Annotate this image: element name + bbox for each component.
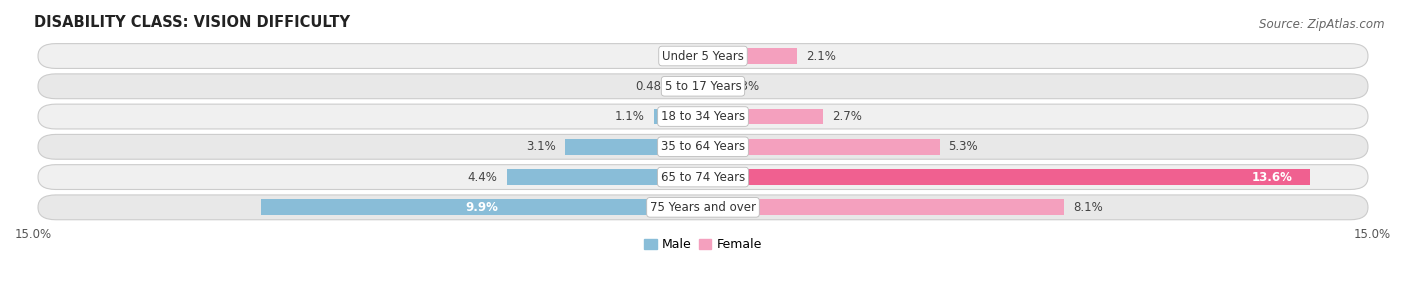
Bar	[703, 199, 1064, 215]
FancyBboxPatch shape	[38, 195, 1368, 220]
Text: DISABILITY CLASS: VISION DIFFICULTY: DISABILITY CLASS: VISION DIFFICULTY	[34, 15, 350, 30]
Text: 9.9%: 9.9%	[465, 201, 499, 214]
FancyBboxPatch shape	[38, 165, 1368, 189]
Text: 8.1%: 8.1%	[1073, 201, 1104, 214]
Text: 0.23%: 0.23%	[723, 80, 759, 93]
Bar	[654, 109, 703, 124]
Bar	[506, 169, 703, 185]
Text: 2.7%: 2.7%	[832, 110, 862, 123]
Text: 18 to 34 Years: 18 to 34 Years	[661, 110, 745, 123]
FancyBboxPatch shape	[38, 43, 1368, 68]
Text: 5.3%: 5.3%	[949, 140, 979, 153]
Bar	[703, 169, 1310, 185]
FancyBboxPatch shape	[38, 74, 1368, 99]
Text: Source: ZipAtlas.com: Source: ZipAtlas.com	[1260, 18, 1385, 31]
Text: 4.4%: 4.4%	[468, 171, 498, 184]
FancyBboxPatch shape	[38, 104, 1368, 129]
Text: 3.1%: 3.1%	[526, 140, 555, 153]
Bar	[703, 109, 824, 124]
Bar	[703, 78, 713, 94]
Text: 2.1%: 2.1%	[806, 50, 835, 63]
Text: 75 Years and over: 75 Years and over	[650, 201, 756, 214]
Text: 65 to 74 Years: 65 to 74 Years	[661, 171, 745, 184]
Text: 0.0%: 0.0%	[659, 50, 689, 63]
Bar	[682, 78, 703, 94]
Text: 5 to 17 Years: 5 to 17 Years	[665, 80, 741, 93]
Bar	[703, 139, 939, 155]
Text: 13.6%: 13.6%	[1251, 171, 1292, 184]
Bar	[262, 199, 703, 215]
Text: Under 5 Years: Under 5 Years	[662, 50, 744, 63]
FancyBboxPatch shape	[38, 134, 1368, 159]
Text: 0.48%: 0.48%	[636, 80, 672, 93]
Bar	[703, 48, 797, 64]
Text: 35 to 64 Years: 35 to 64 Years	[661, 140, 745, 153]
Bar	[565, 139, 703, 155]
Legend: Male, Female: Male, Female	[640, 233, 766, 256]
Text: 1.1%: 1.1%	[614, 110, 645, 123]
